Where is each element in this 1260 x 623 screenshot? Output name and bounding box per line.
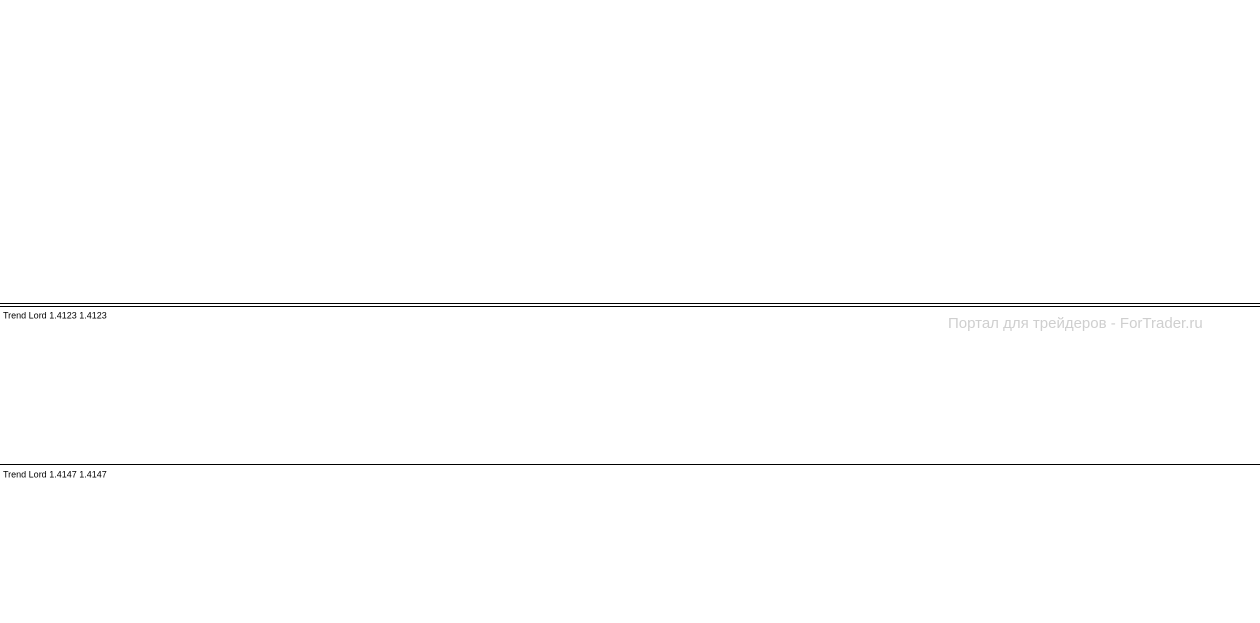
labels: Портал для трейдеров - ForTrader.ru Tren… bbox=[3, 310, 1203, 479]
watermark: Портал для трейдеров - ForTrader.ru bbox=[948, 315, 1203, 332]
panel-label: Trend Lord 1.4123 1.4123 bbox=[3, 310, 107, 320]
panel-label: Trend Lord 1.4147 1.4147 bbox=[3, 469, 107, 479]
